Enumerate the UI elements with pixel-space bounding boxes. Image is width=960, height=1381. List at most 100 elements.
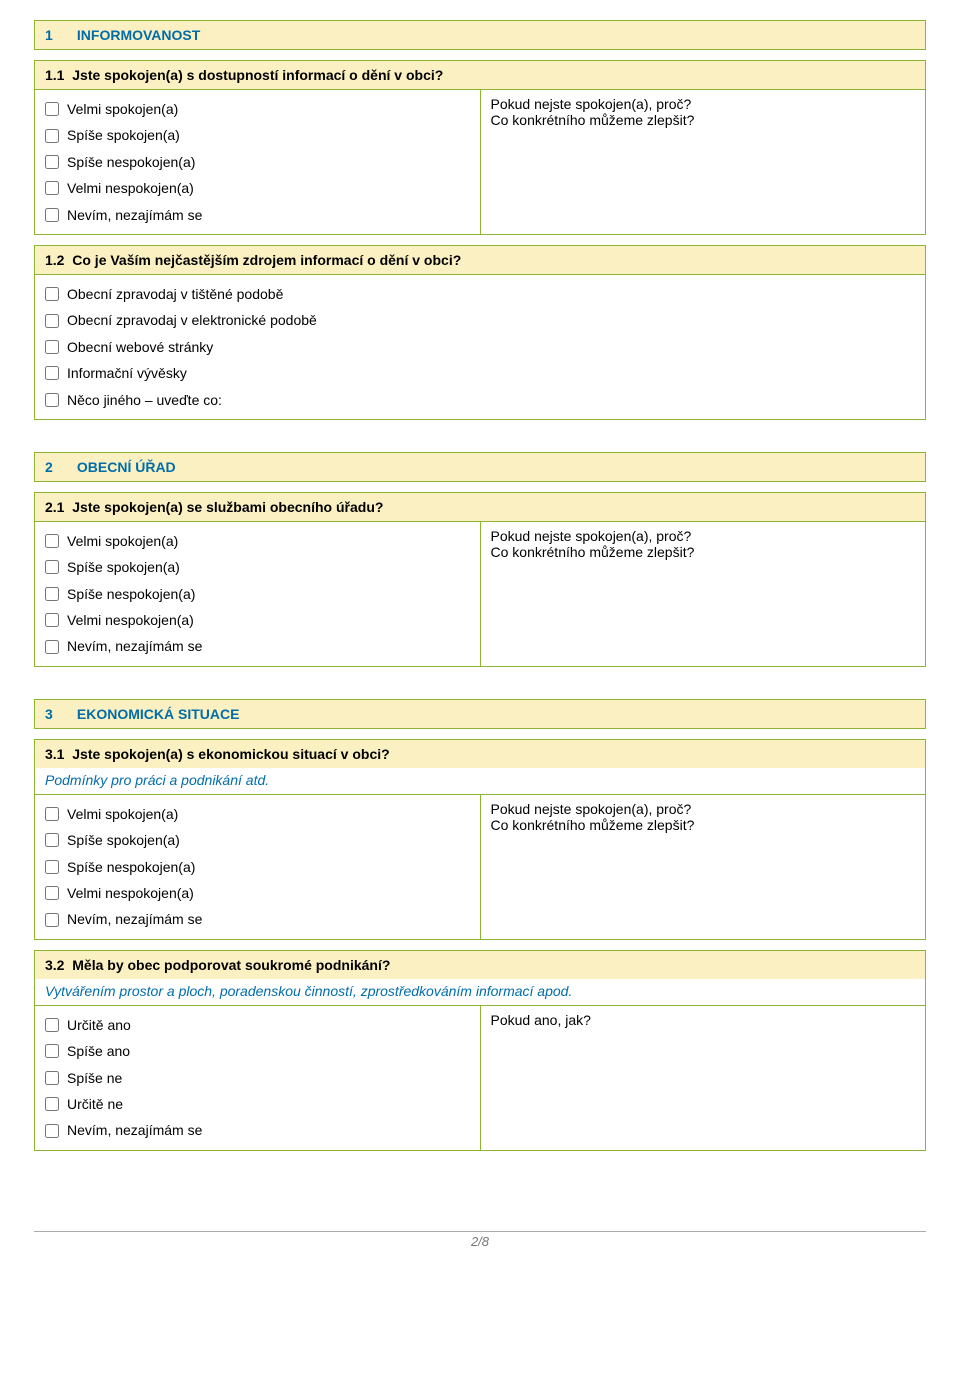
checkbox[interactable]	[45, 886, 59, 900]
checkbox[interactable]	[45, 314, 59, 328]
option-item[interactable]: Velmi spokojen(a)	[45, 96, 470, 122]
checkbox[interactable]	[45, 340, 59, 354]
option-label: Nevím, nezajímám se	[67, 635, 202, 657]
checkbox[interactable]	[45, 208, 59, 222]
option-item[interactable]: Informační vývěsky	[45, 360, 915, 386]
option-label: Velmi nespokojen(a)	[67, 609, 194, 631]
option-item[interactable]: Nevím, nezajímám se	[45, 1117, 470, 1143]
option-label: Spíše spokojen(a)	[67, 556, 180, 578]
q-text: Jste spokojen(a) se službami obecního úř…	[72, 499, 383, 515]
options-col: Obecní zpravodaj v tištěné podobě Obecní…	[35, 275, 925, 419]
options-col: Určitě ano Spíše ano Spíše ne Určitě ne …	[35, 1006, 480, 1150]
q-num: 2.1	[45, 499, 64, 515]
prompt-line: Pokud ano, jak?	[491, 1012, 916, 1028]
checkbox[interactable]	[45, 913, 59, 927]
option-item[interactable]: Určitě ne	[45, 1091, 470, 1117]
option-label: Určitě ne	[67, 1093, 123, 1115]
prompt-line: Co konkrétního můžeme zlepšit?	[491, 112, 916, 128]
question-header: 3.1 Jste spokojen(a) s ekonomickou situa…	[35, 740, 925, 768]
option-label: Spíše spokojen(a)	[67, 124, 180, 146]
checkbox[interactable]	[45, 102, 59, 116]
question-subtext: Podmínky pro práci a podnikání atd.	[35, 768, 925, 794]
q-num: 3.2	[45, 957, 64, 973]
section-num: 3	[45, 706, 73, 722]
option-item[interactable]: Spíše spokojen(a)	[45, 122, 470, 148]
question-3-2: 3.2 Měla by obec podporovat soukromé pod…	[34, 950, 926, 1151]
question-1-2: 1.2 Co je Vaším nejčastějším zdrojem inf…	[34, 245, 926, 420]
option-item[interactable]: Nevím, nezajímám se	[45, 202, 470, 228]
question-header: 1.2 Co je Vaším nejčastějším zdrojem inf…	[35, 246, 925, 274]
option-label: Určitě ano	[67, 1014, 131, 1036]
section-title: EKONOMICKÁ SITUACE	[77, 706, 240, 722]
option-item[interactable]: Obecní zpravodaj v tištěné podobě	[45, 281, 915, 307]
option-item[interactable]: Velmi nespokojen(a)	[45, 607, 470, 633]
option-item[interactable]: Velmi nespokojen(a)	[45, 880, 470, 906]
checkbox[interactable]	[45, 129, 59, 143]
option-label: Obecní webové stránky	[67, 336, 213, 358]
option-item[interactable]: Obecní zpravodaj v elektronické podobě	[45, 307, 915, 333]
option-label: Spíše nespokojen(a)	[67, 151, 195, 173]
option-item[interactable]: Nevím, nezajímám se	[45, 633, 470, 659]
prompt-line: Pokud nejste spokojen(a), proč?	[491, 801, 916, 817]
checkbox[interactable]	[45, 613, 59, 627]
question-header: 3.2 Měla by obec podporovat soukromé pod…	[35, 951, 925, 979]
option-item[interactable]: Nevím, nezajímám se	[45, 906, 470, 932]
checkbox[interactable]	[45, 1071, 59, 1085]
checkbox[interactable]	[45, 833, 59, 847]
q-text: Co je Vaším nejčastějším zdrojem informa…	[72, 252, 461, 268]
checkbox[interactable]	[45, 1097, 59, 1111]
option-item[interactable]: Určitě ano	[45, 1012, 470, 1038]
option-item[interactable]: Spíše nespokojen(a)	[45, 581, 470, 607]
question-header: 1.1 Jste spokojen(a) s dostupností infor…	[35, 61, 925, 89]
checkbox[interactable]	[45, 181, 59, 195]
checkbox[interactable]	[45, 807, 59, 821]
section-title: INFORMOVANOST	[77, 27, 200, 43]
option-item[interactable]: Obecní webové stránky	[45, 334, 915, 360]
checkbox[interactable]	[45, 1044, 59, 1058]
comment-col: Pokud nejste spokojen(a), proč? Co konkr…	[480, 795, 926, 939]
checkbox[interactable]	[45, 587, 59, 601]
checkbox[interactable]	[45, 560, 59, 574]
option-item[interactable]: Velmi nespokojen(a)	[45, 175, 470, 201]
comment-col: Pokud nejste spokojen(a), proč? Co konkr…	[480, 522, 926, 666]
checkbox[interactable]	[45, 366, 59, 380]
option-item[interactable]: Spíše ano	[45, 1038, 470, 1064]
question-3-1: 3.1 Jste spokojen(a) s ekonomickou situa…	[34, 739, 926, 940]
prompt-line: Pokud nejste spokojen(a), proč?	[491, 528, 916, 544]
option-item[interactable]: Spíše nespokojen(a)	[45, 149, 470, 175]
option-label: Velmi spokojen(a)	[67, 803, 178, 825]
option-item[interactable]: Spíše ne	[45, 1065, 470, 1091]
option-label: Velmi nespokojen(a)	[67, 177, 194, 199]
comment-col: Pokud nejste spokojen(a), proč? Co konkr…	[480, 90, 926, 234]
checkbox[interactable]	[45, 640, 59, 654]
option-item[interactable]: Něco jiného – uveďte co:	[45, 387, 915, 413]
option-label: Informační vývěsky	[67, 362, 187, 384]
option-item[interactable]: Spíše spokojen(a)	[45, 827, 470, 853]
option-item[interactable]: Velmi spokojen(a)	[45, 801, 470, 827]
question-subtext: Vytvářením prostor a ploch, poradenskou …	[35, 979, 925, 1005]
checkbox[interactable]	[45, 287, 59, 301]
section-num: 2	[45, 459, 73, 475]
q-text: Jste spokojen(a) s ekonomickou situací v…	[72, 746, 389, 762]
checkbox[interactable]	[45, 393, 59, 407]
comment-col: Pokud ano, jak?	[480, 1006, 926, 1150]
option-item[interactable]: Velmi spokojen(a)	[45, 528, 470, 554]
option-label: Spíše nespokojen(a)	[67, 856, 195, 878]
checkbox[interactable]	[45, 534, 59, 548]
section-title: OBECNÍ ÚŘAD	[77, 459, 176, 475]
checkbox[interactable]	[45, 860, 59, 874]
option-label: Nevím, nezajímám se	[67, 908, 202, 930]
option-label: Nevím, nezajímám se	[67, 204, 202, 226]
checkbox[interactable]	[45, 1018, 59, 1032]
option-label: Spíše spokojen(a)	[67, 829, 180, 851]
question-1-1: 1.1 Jste spokojen(a) s dostupností infor…	[34, 60, 926, 235]
option-label: Nevím, nezajímám se	[67, 1119, 202, 1141]
section-num: 1	[45, 27, 73, 43]
prompt-line: Pokud nejste spokojen(a), proč?	[491, 96, 916, 112]
checkbox[interactable]	[45, 1124, 59, 1138]
option-item[interactable]: Spíše nespokojen(a)	[45, 854, 470, 880]
checkbox[interactable]	[45, 155, 59, 169]
option-item[interactable]: Spíše spokojen(a)	[45, 554, 470, 580]
page-footer: 2/8	[34, 1231, 926, 1249]
prompt-line: Co konkrétního můžeme zlepšit?	[491, 544, 916, 560]
